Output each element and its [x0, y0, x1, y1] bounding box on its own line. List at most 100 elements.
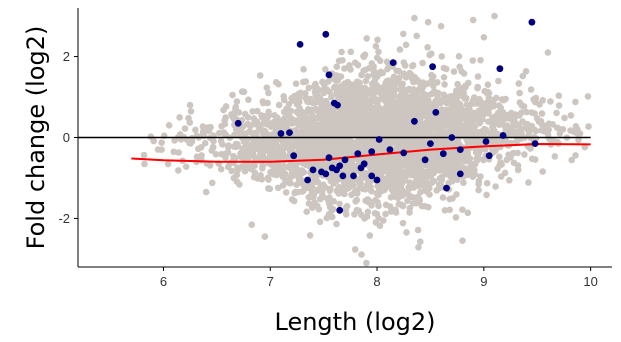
- gene-point: [218, 122, 225, 130]
- gene-point: [433, 100, 440, 108]
- trend-line: [131, 142, 591, 163]
- gene-point: [376, 104, 384, 112]
- gene-point: [188, 138, 196, 145]
- gene-point: [250, 133, 258, 140]
- highlighted-gene-point: [443, 184, 450, 192]
- gene-point: [241, 167, 249, 175]
- gene-point: [395, 67, 403, 75]
- gene-point: [481, 105, 489, 112]
- gene-point: [401, 62, 409, 69]
- highlighted-gene-point: [360, 160, 368, 168]
- gene-point: [468, 123, 476, 130]
- highlighted-gene-point: [528, 18, 536, 26]
- gene-point: [444, 166, 452, 173]
- gene-point: [392, 115, 399, 122]
- gene-point: [437, 22, 445, 30]
- gene-point: [175, 149, 182, 156]
- gene-point: [439, 194, 447, 201]
- gene-point: [519, 118, 526, 125]
- gene-point: [489, 99, 497, 106]
- gene-point: [452, 113, 459, 120]
- gene-point: [406, 179, 414, 186]
- gene-point: [164, 160, 172, 168]
- gene-point: [394, 172, 402, 179]
- gene-point: [484, 81, 492, 88]
- gene-point: [258, 140, 266, 148]
- gene-point: [485, 118, 492, 125]
- highlighted-gene-point: [456, 170, 464, 178]
- gene-point: [399, 219, 407, 227]
- gene-point: [462, 83, 469, 91]
- gene-point: [192, 126, 199, 134]
- gene-point: [275, 101, 283, 109]
- gene-point: [368, 187, 375, 195]
- gene-point: [309, 121, 317, 129]
- highlighted-gene-point: [485, 152, 493, 160]
- gene-point: [338, 48, 345, 56]
- gene-point: [575, 136, 582, 144]
- gene-point: [409, 62, 416, 70]
- gene-point: [336, 200, 343, 208]
- gene-point: [528, 109, 535, 116]
- gene-point: [368, 80, 376, 88]
- gene-point: [424, 44, 431, 51]
- gene-point: [473, 155, 480, 162]
- highlighted-gene-point: [482, 138, 490, 145]
- gene-point: [460, 179, 467, 186]
- gene-point: [443, 65, 450, 73]
- gene-point: [250, 173, 258, 181]
- gene-point: [388, 95, 396, 102]
- highlighted-gene-point: [296, 41, 304, 48]
- gene-point: [451, 154, 459, 161]
- gene-point: [346, 91, 354, 99]
- gene-point: [400, 30, 407, 38]
- gene-point: [438, 160, 445, 167]
- gene-point: [378, 174, 386, 182]
- gene-point: [418, 140, 425, 148]
- gene-point: [229, 91, 236, 99]
- gene-point: [217, 165, 225, 173]
- gene-point: [532, 127, 540, 135]
- gene-point: [273, 115, 281, 123]
- highlighted-gene-point: [339, 172, 347, 180]
- gene-point: [287, 107, 295, 115]
- background-points: [140, 12, 592, 267]
- gene-point: [384, 123, 392, 131]
- gene-point: [384, 174, 392, 182]
- gene-point: [240, 138, 248, 145]
- gene-point: [358, 211, 365, 219]
- gene-point: [538, 127, 545, 134]
- gene-point: [523, 108, 530, 116]
- highlighted-gene-point: [531, 140, 539, 148]
- gene-point: [490, 137, 497, 145]
- gene-point: [425, 185, 432, 192]
- gene-point: [568, 156, 575, 164]
- highlighted-gene-point: [456, 146, 464, 154]
- gene-point: [299, 124, 306, 132]
- gene-point: [527, 123, 534, 130]
- gene-point: [419, 123, 427, 130]
- gene-point: [323, 86, 331, 93]
- gene-point: [501, 115, 509, 123]
- gene-point: [339, 137, 347, 144]
- gene-point: [171, 137, 178, 144]
- gene-point: [366, 232, 374, 239]
- gene-point: [325, 210, 333, 218]
- gene-point: [295, 148, 302, 156]
- highlighted-gene-point: [277, 130, 285, 137]
- gene-point: [363, 35, 371, 42]
- gene-point: [514, 162, 522, 169]
- gene-point: [366, 100, 373, 107]
- gene-point: [426, 51, 434, 59]
- gene-point: [280, 163, 288, 170]
- highlighted-gene-point: [427, 140, 434, 148]
- gene-point: [287, 160, 295, 168]
- gene-point: [349, 163, 357, 171]
- highlighted-gene-point: [386, 146, 394, 154]
- gene-point: [539, 168, 546, 175]
- gene-point: [354, 120, 361, 127]
- gene-point: [292, 142, 299, 149]
- gene-point: [375, 125, 383, 133]
- gene-point: [320, 105, 327, 113]
- gene-point: [317, 95, 324, 102]
